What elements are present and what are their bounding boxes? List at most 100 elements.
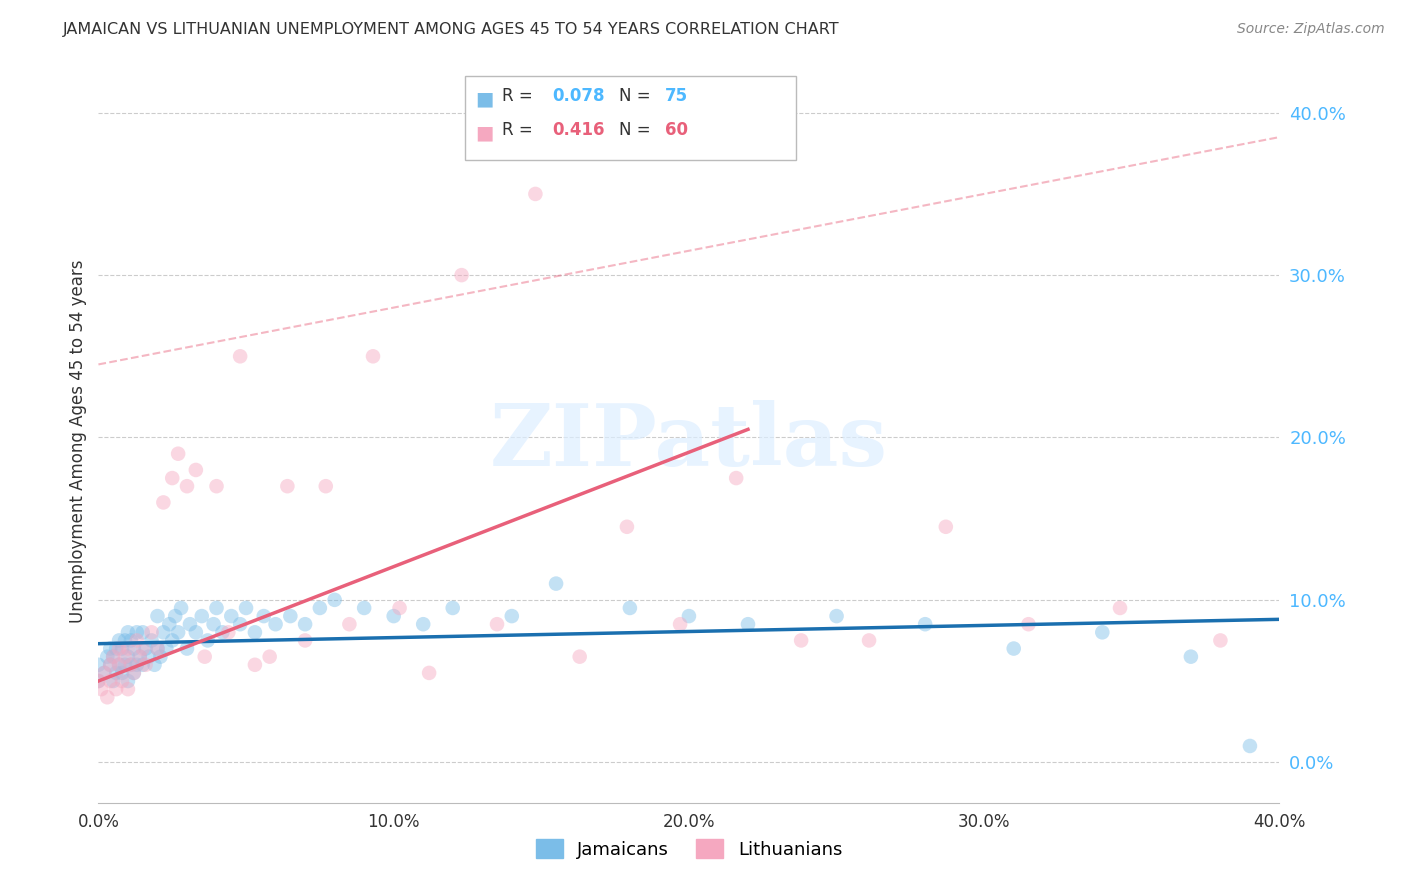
Point <box>1091 625 1114 640</box>
Point <box>191 609 214 624</box>
Point <box>179 617 201 632</box>
Point <box>157 617 180 632</box>
Point <box>235 601 257 615</box>
Point <box>294 617 316 632</box>
Point <box>122 665 145 680</box>
Point <box>135 657 157 672</box>
Point <box>184 625 207 640</box>
Point <box>253 609 276 624</box>
Point <box>229 617 252 632</box>
Point <box>914 617 936 632</box>
Point <box>117 673 139 688</box>
Legend: Jamaicans, Lithuanians: Jamaicans, Lithuanians <box>529 832 849 866</box>
Point <box>132 625 155 640</box>
Text: Source: ZipAtlas.com: Source: ZipAtlas.com <box>1237 22 1385 37</box>
Point <box>1209 633 1232 648</box>
Text: N =: N = <box>619 87 655 105</box>
Point <box>125 625 148 640</box>
Point <box>114 657 136 672</box>
Point <box>132 641 155 656</box>
Point <box>221 609 243 624</box>
Point <box>619 601 641 615</box>
Point <box>339 617 361 632</box>
Point <box>93 665 115 680</box>
Point <box>858 633 880 648</box>
Point <box>108 641 131 656</box>
Point <box>141 633 163 648</box>
Point <box>202 617 225 632</box>
Point <box>103 673 125 688</box>
Text: JAMAICAN VS LITHUANIAN UNEMPLOYMENT AMONG AGES 45 TO 54 YEARS CORRELATION CHART: JAMAICAN VS LITHUANIAN UNEMPLOYMENT AMON… <box>63 22 839 37</box>
Point <box>280 609 302 624</box>
Point <box>117 649 139 664</box>
Point <box>205 601 228 615</box>
Text: R =: R = <box>502 121 538 139</box>
Y-axis label: Unemployment Among Ages 45 to 54 years: Unemployment Among Ages 45 to 54 years <box>69 260 87 624</box>
Point <box>96 690 118 705</box>
Point <box>87 673 110 688</box>
Point <box>309 601 332 615</box>
Point <box>737 617 759 632</box>
Point <box>141 625 163 640</box>
Point <box>382 609 405 624</box>
Point <box>98 657 121 672</box>
Point <box>98 673 121 688</box>
Text: 75: 75 <box>665 87 688 105</box>
Point <box>125 633 148 648</box>
Text: N =: N = <box>619 121 655 139</box>
Point <box>111 641 134 656</box>
Point <box>122 641 145 656</box>
Text: 0.078: 0.078 <box>553 87 605 105</box>
Point <box>229 349 252 363</box>
Point <box>152 625 174 640</box>
Point <box>149 649 172 664</box>
Point <box>117 641 139 656</box>
Point <box>264 617 287 632</box>
Point <box>524 186 547 201</box>
Point <box>388 601 411 615</box>
Point <box>441 601 464 615</box>
Point <box>146 641 169 656</box>
Text: R =: R = <box>502 87 538 105</box>
Point <box>197 633 219 648</box>
Point <box>152 495 174 509</box>
Point <box>165 609 187 624</box>
Point <box>353 601 375 615</box>
Point <box>412 617 434 632</box>
Point <box>294 633 316 648</box>
Point <box>167 447 190 461</box>
Point <box>1002 641 1025 656</box>
Point <box>114 649 136 664</box>
Point <box>138 649 160 664</box>
Point <box>105 682 128 697</box>
Point <box>170 601 193 615</box>
Point <box>211 625 233 640</box>
Point <box>87 657 110 672</box>
Point <box>217 625 239 640</box>
Text: 60: 60 <box>665 121 688 139</box>
Point <box>1180 649 1202 664</box>
Point <box>117 682 139 697</box>
Point <box>162 633 183 648</box>
Point <box>184 463 207 477</box>
Text: ZIPatlas: ZIPatlas <box>489 400 889 483</box>
Point <box>1018 617 1040 632</box>
Point <box>825 609 848 624</box>
Point <box>501 609 523 624</box>
Point <box>678 609 700 624</box>
Point <box>1319 633 1341 648</box>
Point <box>568 649 591 664</box>
Point <box>616 520 638 534</box>
Point <box>1239 739 1261 753</box>
Point <box>135 641 157 656</box>
Point <box>108 657 131 672</box>
Point <box>546 576 568 591</box>
Point <box>146 609 169 624</box>
Point <box>125 657 148 672</box>
Point <box>243 657 266 672</box>
Point <box>176 479 198 493</box>
Point <box>486 617 509 632</box>
Point <box>120 657 142 672</box>
Point <box>111 665 134 680</box>
Point <box>103 649 125 664</box>
